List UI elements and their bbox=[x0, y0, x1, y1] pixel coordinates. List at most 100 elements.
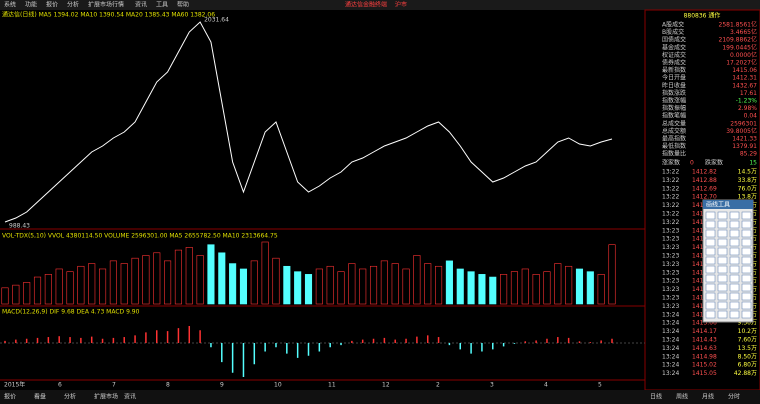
tool-icon[interactable] bbox=[705, 247, 716, 256]
tool-icon[interactable] bbox=[729, 310, 740, 319]
tool-icon[interactable] bbox=[717, 310, 728, 319]
date-label: 10 bbox=[274, 382, 282, 389]
tool-icon[interactable] bbox=[729, 220, 740, 229]
tick-price: 1414.17 bbox=[692, 328, 717, 335]
menu-item[interactable]: 扩展市场行情 bbox=[88, 1, 124, 9]
volume-bar bbox=[586, 271, 594, 305]
tool-icon[interactable] bbox=[705, 238, 716, 247]
tool-icon[interactable] bbox=[717, 283, 728, 292]
status-item[interactable]: 报价 bbox=[4, 393, 16, 401]
tool-icon[interactable] bbox=[741, 265, 752, 274]
tick-price: 1412.69 bbox=[692, 185, 717, 192]
volume-bar bbox=[142, 255, 150, 305]
row-value: 0.0000亿 bbox=[730, 51, 757, 59]
volume-bar bbox=[348, 263, 356, 305]
volume-bar bbox=[597, 274, 605, 305]
tool-icon[interactable] bbox=[717, 274, 728, 283]
tool-icon[interactable] bbox=[741, 292, 752, 301]
volume-bar bbox=[510, 271, 518, 305]
tool-icon[interactable] bbox=[741, 256, 752, 265]
tick-time: 13:23 bbox=[662, 253, 679, 260]
tool-icon[interactable] bbox=[705, 301, 716, 310]
status-item[interactable]: 分析 bbox=[64, 393, 76, 401]
tool-icon[interactable] bbox=[741, 283, 752, 292]
toolbar[interactable]: 画线工具 bbox=[702, 199, 754, 323]
status-tab[interactable]: 月线 bbox=[702, 393, 714, 401]
tool-icon[interactable] bbox=[729, 247, 740, 256]
market-tag: 沪市 bbox=[395, 1, 407, 9]
tool-icon[interactable] bbox=[741, 238, 752, 247]
status-tab[interactable]: 分时 bbox=[728, 393, 740, 401]
tool-icon[interactable] bbox=[729, 292, 740, 301]
tool-icon[interactable] bbox=[705, 220, 716, 229]
row-label: 最高指数 bbox=[662, 135, 686, 143]
tool-icon[interactable] bbox=[705, 292, 716, 301]
tool-icon[interactable] bbox=[741, 274, 752, 283]
menu-item[interactable]: 报价 bbox=[46, 1, 58, 9]
tool-icon[interactable] bbox=[741, 220, 752, 229]
menu-item[interactable]: 资讯 bbox=[135, 1, 147, 9]
row-value: 0.04 bbox=[744, 113, 758, 120]
status-tab[interactable]: 周线 bbox=[676, 393, 688, 401]
tool-icon[interactable] bbox=[705, 229, 716, 238]
tool-icon[interactable] bbox=[729, 283, 740, 292]
tick-time: 13:24 bbox=[662, 337, 679, 344]
tick-price: 1415.02 bbox=[692, 362, 717, 369]
tool-icon[interactable] bbox=[717, 256, 728, 265]
tool-icon[interactable] bbox=[717, 301, 728, 310]
row-value: -1.23% bbox=[736, 98, 758, 105]
volume-bar bbox=[33, 276, 42, 305]
status-item[interactable]: 扩展市场 bbox=[94, 393, 118, 401]
tick-volume: 33.8万 bbox=[738, 177, 757, 184]
tick-time: 13:22 bbox=[662, 211, 679, 218]
volume-bar bbox=[565, 265, 573, 305]
tool-icon[interactable] bbox=[741, 301, 752, 310]
tool-icon[interactable] bbox=[717, 292, 728, 301]
row-value: 199.0445亿 bbox=[722, 43, 757, 51]
tick-time: 13:24 bbox=[662, 311, 679, 318]
tool-icon[interactable] bbox=[705, 283, 716, 292]
tool-icon[interactable] bbox=[729, 211, 740, 220]
tool-icon[interactable] bbox=[729, 274, 740, 283]
tool-icon[interactable] bbox=[729, 265, 740, 274]
tool-icon[interactable] bbox=[717, 265, 728, 274]
menu-item[interactable]: 系统 bbox=[4, 1, 16, 9]
tick-time: 13:23 bbox=[662, 236, 679, 243]
tool-icon[interactable] bbox=[729, 229, 740, 238]
tool-icon[interactable] bbox=[705, 256, 716, 265]
tool-icon[interactable] bbox=[729, 301, 740, 310]
tool-icon[interactable] bbox=[717, 220, 728, 229]
tool-icon[interactable] bbox=[741, 211, 752, 220]
status-item[interactable]: 资讯 bbox=[124, 393, 136, 401]
tool-icon[interactable] bbox=[717, 247, 728, 256]
date-label: 2015年 bbox=[4, 381, 25, 389]
tool-icon[interactable] bbox=[705, 274, 716, 283]
tool-icon[interactable] bbox=[741, 247, 752, 256]
tool-icon[interactable] bbox=[705, 265, 716, 274]
tool-icon[interactable] bbox=[717, 229, 728, 238]
tool-icon[interactable] bbox=[705, 211, 716, 220]
tool-icon[interactable] bbox=[729, 256, 740, 265]
menu-item[interactable]: 功能 bbox=[25, 1, 37, 9]
tool-icon[interactable] bbox=[717, 238, 728, 247]
date-label: 9 bbox=[220, 382, 224, 389]
toolbar-title: 画线工具 bbox=[706, 201, 730, 209]
volume-bar bbox=[294, 271, 302, 305]
volume-bar bbox=[456, 268, 464, 305]
menu-item[interactable]: 帮助 bbox=[177, 1, 189, 9]
menu-item[interactable]: 工具 bbox=[156, 2, 168, 9]
tool-icon[interactable] bbox=[717, 211, 728, 220]
status-tab[interactable]: 日线 bbox=[650, 393, 662, 401]
row-label: 最新指数 bbox=[662, 66, 686, 74]
menu-item[interactable]: 分析 bbox=[67, 1, 79, 9]
high-label: 2031.64 bbox=[204, 17, 229, 24]
tool-icon[interactable] bbox=[729, 238, 740, 247]
tool-icon[interactable] bbox=[705, 310, 716, 319]
volume-bar bbox=[12, 284, 20, 305]
tool-icon[interactable] bbox=[741, 310, 752, 319]
tick-time: 13:22 bbox=[662, 194, 679, 201]
status-item[interactable]: 看盘 bbox=[34, 393, 46, 401]
volume-bar bbox=[1, 287, 9, 305]
tool-icon[interactable] bbox=[741, 229, 752, 238]
volume-bar bbox=[185, 247, 193, 305]
